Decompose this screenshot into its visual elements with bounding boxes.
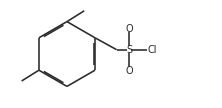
Text: O: O bbox=[125, 66, 133, 76]
Text: Cl: Cl bbox=[148, 45, 157, 55]
Text: O: O bbox=[125, 24, 133, 34]
Text: S: S bbox=[126, 45, 132, 55]
